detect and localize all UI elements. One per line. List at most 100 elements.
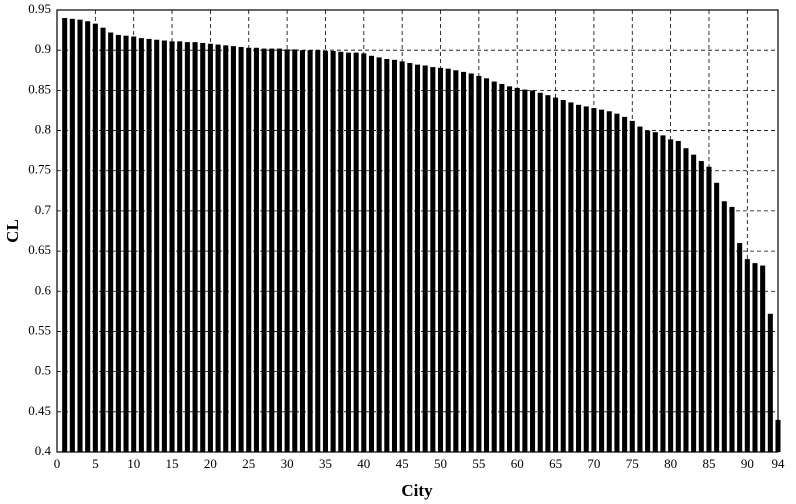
bar bbox=[637, 126, 643, 452]
bar bbox=[330, 50, 336, 453]
y-tick-label: 0.8 bbox=[35, 122, 51, 137]
bar bbox=[675, 140, 681, 452]
bar bbox=[261, 48, 267, 452]
bar bbox=[345, 52, 351, 453]
bar bbox=[315, 50, 321, 452]
bar bbox=[269, 48, 275, 452]
bar bbox=[568, 102, 574, 452]
bar bbox=[583, 106, 589, 452]
x-tick-label: 75 bbox=[626, 456, 639, 471]
bar bbox=[591, 108, 597, 452]
bar bbox=[698, 161, 704, 453]
bar bbox=[154, 39, 160, 452]
x-tick-label: 25 bbox=[242, 456, 255, 471]
x-tick-label: 85 bbox=[702, 456, 715, 471]
bar bbox=[507, 86, 513, 452]
bar bbox=[131, 36, 137, 453]
bar bbox=[668, 139, 674, 453]
bar bbox=[422, 65, 428, 452]
y-tick-label: 0.75 bbox=[28, 162, 51, 177]
bar bbox=[192, 42, 198, 453]
bar bbox=[407, 63, 413, 452]
bar bbox=[484, 78, 490, 453]
bar bbox=[576, 104, 582, 452]
bar bbox=[752, 263, 758, 452]
bar bbox=[207, 43, 213, 453]
bar bbox=[353, 52, 359, 453]
bar bbox=[307, 50, 313, 452]
bar bbox=[744, 259, 750, 452]
bar bbox=[276, 48, 282, 452]
bar bbox=[108, 32, 114, 452]
bar bbox=[606, 111, 612, 452]
bar bbox=[223, 45, 229, 453]
bar bbox=[368, 55, 375, 452]
bar bbox=[85, 21, 91, 452]
bar bbox=[246, 47, 252, 453]
bar bbox=[376, 57, 382, 452]
x-tick-label: 15 bbox=[166, 456, 179, 471]
bar bbox=[92, 23, 98, 453]
x-tick-label: 40 bbox=[357, 456, 370, 471]
x-tick-label: 50 bbox=[434, 456, 447, 471]
bar bbox=[530, 90, 536, 452]
bar bbox=[115, 34, 121, 453]
y-tick-label: 0.9 bbox=[35, 41, 51, 56]
bar bbox=[706, 166, 712, 452]
bar bbox=[714, 182, 720, 453]
bar bbox=[215, 44, 221, 452]
bar bbox=[652, 132, 658, 453]
bar bbox=[292, 49, 298, 453]
bar bbox=[614, 113, 620, 452]
bar bbox=[683, 148, 689, 452]
x-tick-label: 65 bbox=[549, 456, 562, 471]
x-tick-label: 94 bbox=[772, 456, 786, 471]
y-tick-label: 0.55 bbox=[28, 322, 51, 337]
bar bbox=[391, 59, 398, 453]
bar bbox=[184, 42, 190, 453]
bar bbox=[553, 97, 559, 452]
bar bbox=[437, 67, 444, 452]
y-tick-label: 0.5 bbox=[35, 363, 51, 378]
bar bbox=[737, 243, 743, 452]
bar bbox=[430, 67, 436, 453]
x-tick-label: 35 bbox=[319, 456, 332, 471]
bar bbox=[545, 95, 551, 452]
bar bbox=[384, 59, 390, 452]
plot-frame bbox=[56, 9, 779, 453]
bar bbox=[476, 75, 482, 452]
bar bbox=[177, 41, 183, 452]
bar bbox=[522, 89, 528, 452]
x-axis-title: City bbox=[401, 481, 433, 500]
x-tick-label: 80 bbox=[664, 456, 677, 471]
bar bbox=[123, 35, 129, 452]
bar bbox=[361, 53, 367, 452]
x-tick-label: 55 bbox=[472, 456, 485, 471]
bar bbox=[100, 27, 106, 453]
y-tick-label: 0.6 bbox=[35, 282, 52, 297]
bar bbox=[599, 109, 605, 452]
y-tick-label: 0.65 bbox=[28, 242, 51, 257]
bar bbox=[414, 64, 421, 452]
y-tick-label: 0.95 bbox=[28, 1, 51, 16]
bar bbox=[460, 71, 467, 452]
bar bbox=[238, 46, 244, 452]
x-tick-label: 90 bbox=[741, 456, 754, 471]
bar bbox=[169, 41, 175, 452]
bar bbox=[537, 92, 543, 453]
y-tick-label: 0.45 bbox=[28, 403, 51, 418]
bar bbox=[230, 46, 236, 452]
bar bbox=[146, 38, 152, 452]
bar bbox=[200, 42, 206, 452]
y-axis-title: CL bbox=[3, 219, 22, 243]
bar bbox=[453, 70, 459, 452]
bar bbox=[645, 130, 651, 452]
bar bbox=[491, 81, 497, 453]
bar bbox=[161, 40, 167, 453]
bar bbox=[721, 201, 727, 452]
bar bbox=[445, 68, 451, 452]
bar bbox=[514, 87, 520, 452]
bar bbox=[760, 265, 766, 452]
